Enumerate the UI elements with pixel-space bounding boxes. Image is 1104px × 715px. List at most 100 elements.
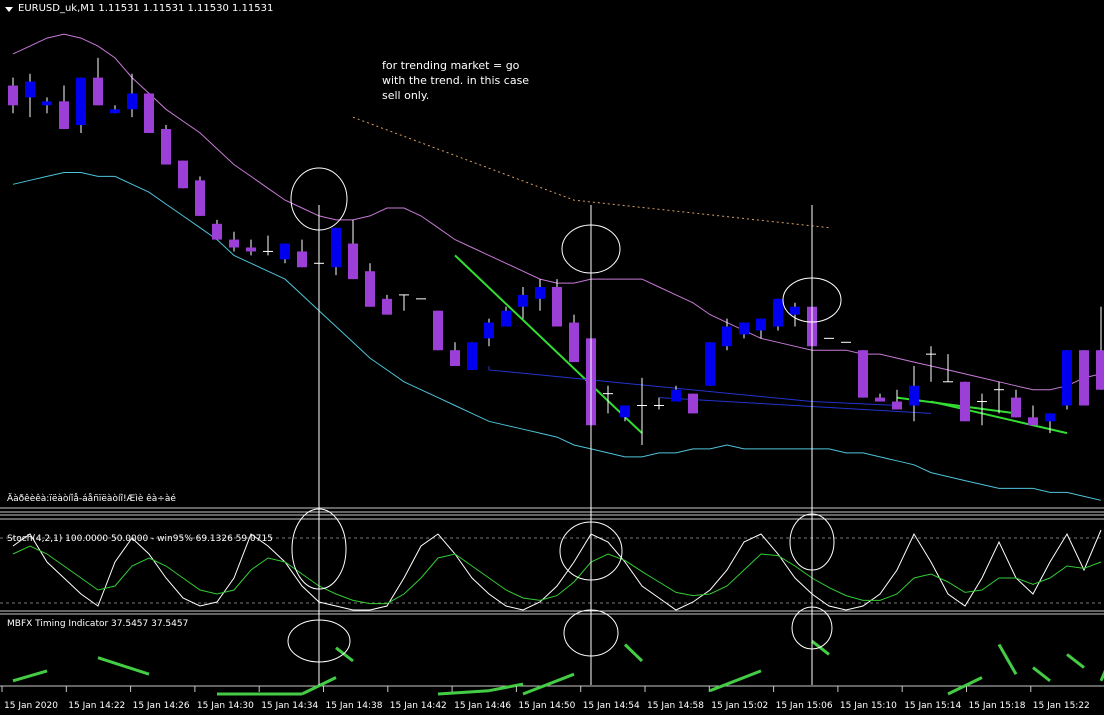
candle bbox=[8, 77, 18, 114]
candle-body bbox=[450, 350, 460, 366]
candle bbox=[229, 231, 239, 252]
candle bbox=[926, 346, 936, 382]
candle bbox=[76, 77, 86, 133]
candle-body bbox=[552, 287, 562, 327]
time-tick-label: 15 Jan 14:50 bbox=[518, 701, 575, 711]
candle bbox=[705, 342, 715, 386]
candle-body bbox=[382, 298, 392, 315]
time-axis: 15 Jan 2020 15 Jan 14:22 15 Jan 14:26 15 Ja… bbox=[1, 686, 1090, 711]
mbfx-segments bbox=[12, 640, 1104, 696]
markup-circles bbox=[287, 167, 842, 685]
candle-body bbox=[331, 227, 341, 268]
candle bbox=[688, 393, 698, 414]
mbfx-segment bbox=[811, 640, 830, 656]
candle bbox=[110, 105, 120, 114]
candle-body bbox=[773, 298, 783, 327]
candle-body bbox=[59, 101, 69, 129]
trend-line-3 bbox=[930, 400, 1068, 435]
candle bbox=[603, 385, 613, 414]
candle bbox=[1028, 405, 1038, 426]
candle bbox=[977, 393, 987, 426]
candle bbox=[348, 219, 358, 280]
candle-body bbox=[620, 405, 630, 418]
candle bbox=[144, 93, 154, 133]
mbfx-segment bbox=[97, 656, 150, 676]
candle bbox=[892, 389, 902, 410]
candle bbox=[93, 57, 103, 106]
candle-body bbox=[127, 93, 137, 110]
candle-body bbox=[178, 160, 188, 189]
candle-body bbox=[722, 326, 732, 347]
mbfx-segment bbox=[12, 669, 48, 683]
candle bbox=[212, 219, 222, 240]
candle bbox=[790, 302, 800, 327]
candle bbox=[943, 354, 953, 383]
candle-body bbox=[705, 342, 715, 386]
indicator-panes bbox=[0, 507, 1104, 687]
candle bbox=[739, 322, 749, 339]
candle bbox=[994, 381, 1004, 414]
candle-body bbox=[212, 223, 222, 240]
candle-body bbox=[569, 322, 579, 363]
candle-body bbox=[688, 393, 698, 414]
garbled-indicator-label: Äàðêèêà:ïëàòíîå-áåñïëàòíî!Æìè êà÷àé bbox=[7, 494, 176, 504]
mbfx-segment bbox=[997, 643, 1018, 675]
candle bbox=[637, 377, 647, 445]
candle bbox=[960, 381, 970, 422]
candle-body bbox=[93, 77, 103, 106]
mbfx-segment bbox=[623, 643, 644, 663]
candle-body bbox=[790, 306, 800, 315]
time-tick-label: 15 Jan 15:18 bbox=[969, 701, 1026, 711]
time-tick-label: 15 Jan 2020 bbox=[4, 701, 58, 711]
candles bbox=[8, 57, 1104, 445]
candle-body bbox=[246, 247, 256, 252]
symbol-menu-triangle-icon[interactable] bbox=[5, 7, 13, 12]
stoch-label: Stoch(4,2,1) 100.0000 50.0000 - win95% 6… bbox=[7, 534, 273, 544]
candle-body bbox=[1028, 417, 1038, 426]
candle-body bbox=[1011, 397, 1021, 418]
candle bbox=[552, 279, 562, 327]
candle-body bbox=[1096, 350, 1104, 390]
candle bbox=[467, 342, 477, 370]
candle-body bbox=[739, 322, 749, 335]
mbfx-segment bbox=[1032, 666, 1051, 682]
time-tick-label: 15 Jan 15:02 bbox=[711, 701, 768, 711]
candle-body bbox=[535, 287, 545, 299]
candle-body bbox=[433, 310, 443, 351]
candle-body bbox=[280, 243, 290, 260]
chart-drawings bbox=[352, 116, 1068, 435]
time-tick-label: 15 Jan 14:42 bbox=[390, 701, 447, 711]
time-tick-label: 15 Jan 15:22 bbox=[1033, 701, 1090, 711]
candle bbox=[1062, 350, 1072, 410]
candle bbox=[280, 243, 290, 264]
time-tick-label: 15 Jan 14:46 bbox=[454, 701, 511, 711]
candle bbox=[59, 85, 69, 129]
trend-line-1 bbox=[454, 254, 643, 434]
candle-body bbox=[42, 101, 52, 106]
candle-body bbox=[875, 397, 885, 402]
time-tick-label: 15 Jan 14:34 bbox=[261, 701, 318, 711]
candle-body bbox=[297, 251, 307, 268]
mbfx-segment bbox=[522, 672, 575, 696]
stochastic-lines bbox=[12, 529, 1102, 611]
candle bbox=[1045, 413, 1055, 434]
time-tick-label: 15 Jan 14:26 bbox=[133, 701, 190, 711]
candle-body bbox=[858, 350, 868, 398]
candle-body bbox=[1045, 413, 1055, 422]
candle-body bbox=[467, 342, 477, 370]
candle bbox=[1079, 350, 1089, 406]
chart-header: EURUSD_uk,M1 1.11531 1.11531 1.11530 1.1… bbox=[18, 3, 274, 14]
candle bbox=[654, 397, 664, 410]
candle bbox=[25, 73, 35, 118]
candle bbox=[263, 235, 273, 256]
candle bbox=[161, 125, 171, 165]
time-tick-label: 15 Jan 14:22 bbox=[68, 701, 125, 711]
candle-body bbox=[161, 129, 171, 165]
bollinger-bands bbox=[12, 33, 1102, 501]
candle bbox=[382, 294, 392, 315]
candle-body bbox=[909, 385, 919, 406]
candle-body bbox=[1062, 350, 1072, 406]
candle-body bbox=[144, 93, 154, 133]
candle-body bbox=[671, 389, 681, 402]
